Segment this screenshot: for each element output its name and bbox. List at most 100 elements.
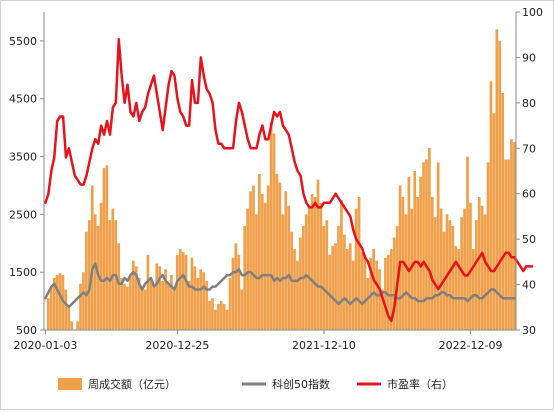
bar: [469, 202, 472, 330]
bar: [55, 275, 59, 330]
bar: [222, 303, 226, 330]
bar: [134, 266, 138, 330]
y-left-tick-label: 2500: [9, 208, 37, 221]
bar: [205, 280, 208, 330]
bar: [445, 214, 449, 330]
bar: [243, 225, 247, 330]
bar: [413, 171, 417, 330]
bar: [337, 225, 340, 330]
bar: [457, 249, 461, 330]
bar: [328, 254, 332, 330]
y-left-tick-label: 1500: [9, 266, 37, 279]
bar: [363, 254, 367, 330]
bar: [428, 147, 431, 330]
bar: [67, 306, 71, 330]
bar: [258, 173, 261, 330]
bar: [378, 269, 381, 330]
bar: [131, 260, 135, 330]
bar: [419, 176, 422, 330]
line-pe-ratio: [44, 38, 534, 323]
bar: [351, 260, 355, 330]
bar: [219, 301, 223, 330]
bar: [266, 185, 270, 330]
bar: [70, 321, 74, 330]
bar: [360, 251, 364, 330]
bar: [252, 185, 255, 330]
bar: [381, 289, 384, 330]
bar: [225, 309, 229, 330]
bar: [372, 249, 376, 330]
bar: [76, 321, 79, 330]
bar: [460, 217, 463, 330]
bar: [439, 208, 443, 330]
y-right-tick-label: 80: [522, 97, 536, 110]
bar: [214, 309, 217, 330]
x-tick-label: 2020-01-03: [13, 339, 77, 352]
bar: [334, 243, 337, 330]
bar: [164, 269, 167, 330]
bar: [348, 243, 352, 330]
bar: [246, 208, 249, 330]
bar: [79, 283, 82, 330]
bar: [510, 139, 513, 330]
bar: [46, 298, 50, 330]
bar: [149, 280, 153, 330]
bar: [325, 220, 329, 330]
bar: [96, 225, 100, 330]
legend-label: 周成交额（亿元）: [88, 377, 176, 391]
bar: [281, 214, 285, 330]
y-left-tick-label: 500: [16, 324, 37, 337]
bar: [172, 289, 176, 330]
bar: [477, 197, 481, 330]
bar: [425, 159, 428, 330]
bar: [269, 121, 273, 330]
bar: [123, 283, 126, 330]
bar: [93, 214, 97, 330]
bar: [146, 254, 150, 330]
bar: [240, 289, 244, 330]
y-right-tick-label: 70: [522, 142, 536, 155]
bar: [184, 254, 188, 330]
bar: [249, 191, 252, 330]
bar: [307, 205, 311, 330]
bar: [108, 220, 112, 330]
bar: [480, 205, 484, 330]
bar: [155, 263, 159, 330]
bar: [310, 194, 314, 330]
y-right-tick-label: 50: [522, 233, 536, 246]
bar: [52, 277, 56, 330]
bar: [454, 246, 458, 330]
x-tick-label: 2022-12-09: [439, 339, 503, 352]
bar: [234, 243, 238, 330]
bar: [49, 286, 53, 330]
y-right-tick-label: 90: [522, 51, 536, 64]
bar: [82, 272, 85, 330]
bar: [99, 202, 103, 330]
bar: [208, 301, 211, 330]
bar: [316, 179, 320, 330]
bar: [58, 273, 62, 330]
bar: [129, 275, 132, 330]
legend-label: 科创50指数: [272, 377, 330, 391]
bar: [140, 286, 144, 330]
axes: 500 1500 2500 3500 4500 5500 30 40 50 60 70 80 90 100…: [9, 6, 543, 352]
bar: [87, 220, 91, 330]
bar: [284, 191, 288, 330]
bar: [504, 159, 507, 330]
bar: [278, 182, 282, 330]
y-left-tick-label: 3500: [9, 151, 37, 164]
bar: [398, 185, 402, 330]
bar: [170, 275, 173, 330]
bar: [389, 249, 393, 330]
bar: [430, 197, 434, 330]
bar: [387, 254, 390, 330]
bar: [507, 159, 510, 330]
bar: [181, 251, 185, 330]
bar: [340, 199, 343, 330]
bar: [448, 220, 452, 330]
bar: [466, 156, 469, 330]
bar: [152, 283, 156, 330]
bar: [275, 173, 279, 330]
bar: [492, 113, 496, 331]
